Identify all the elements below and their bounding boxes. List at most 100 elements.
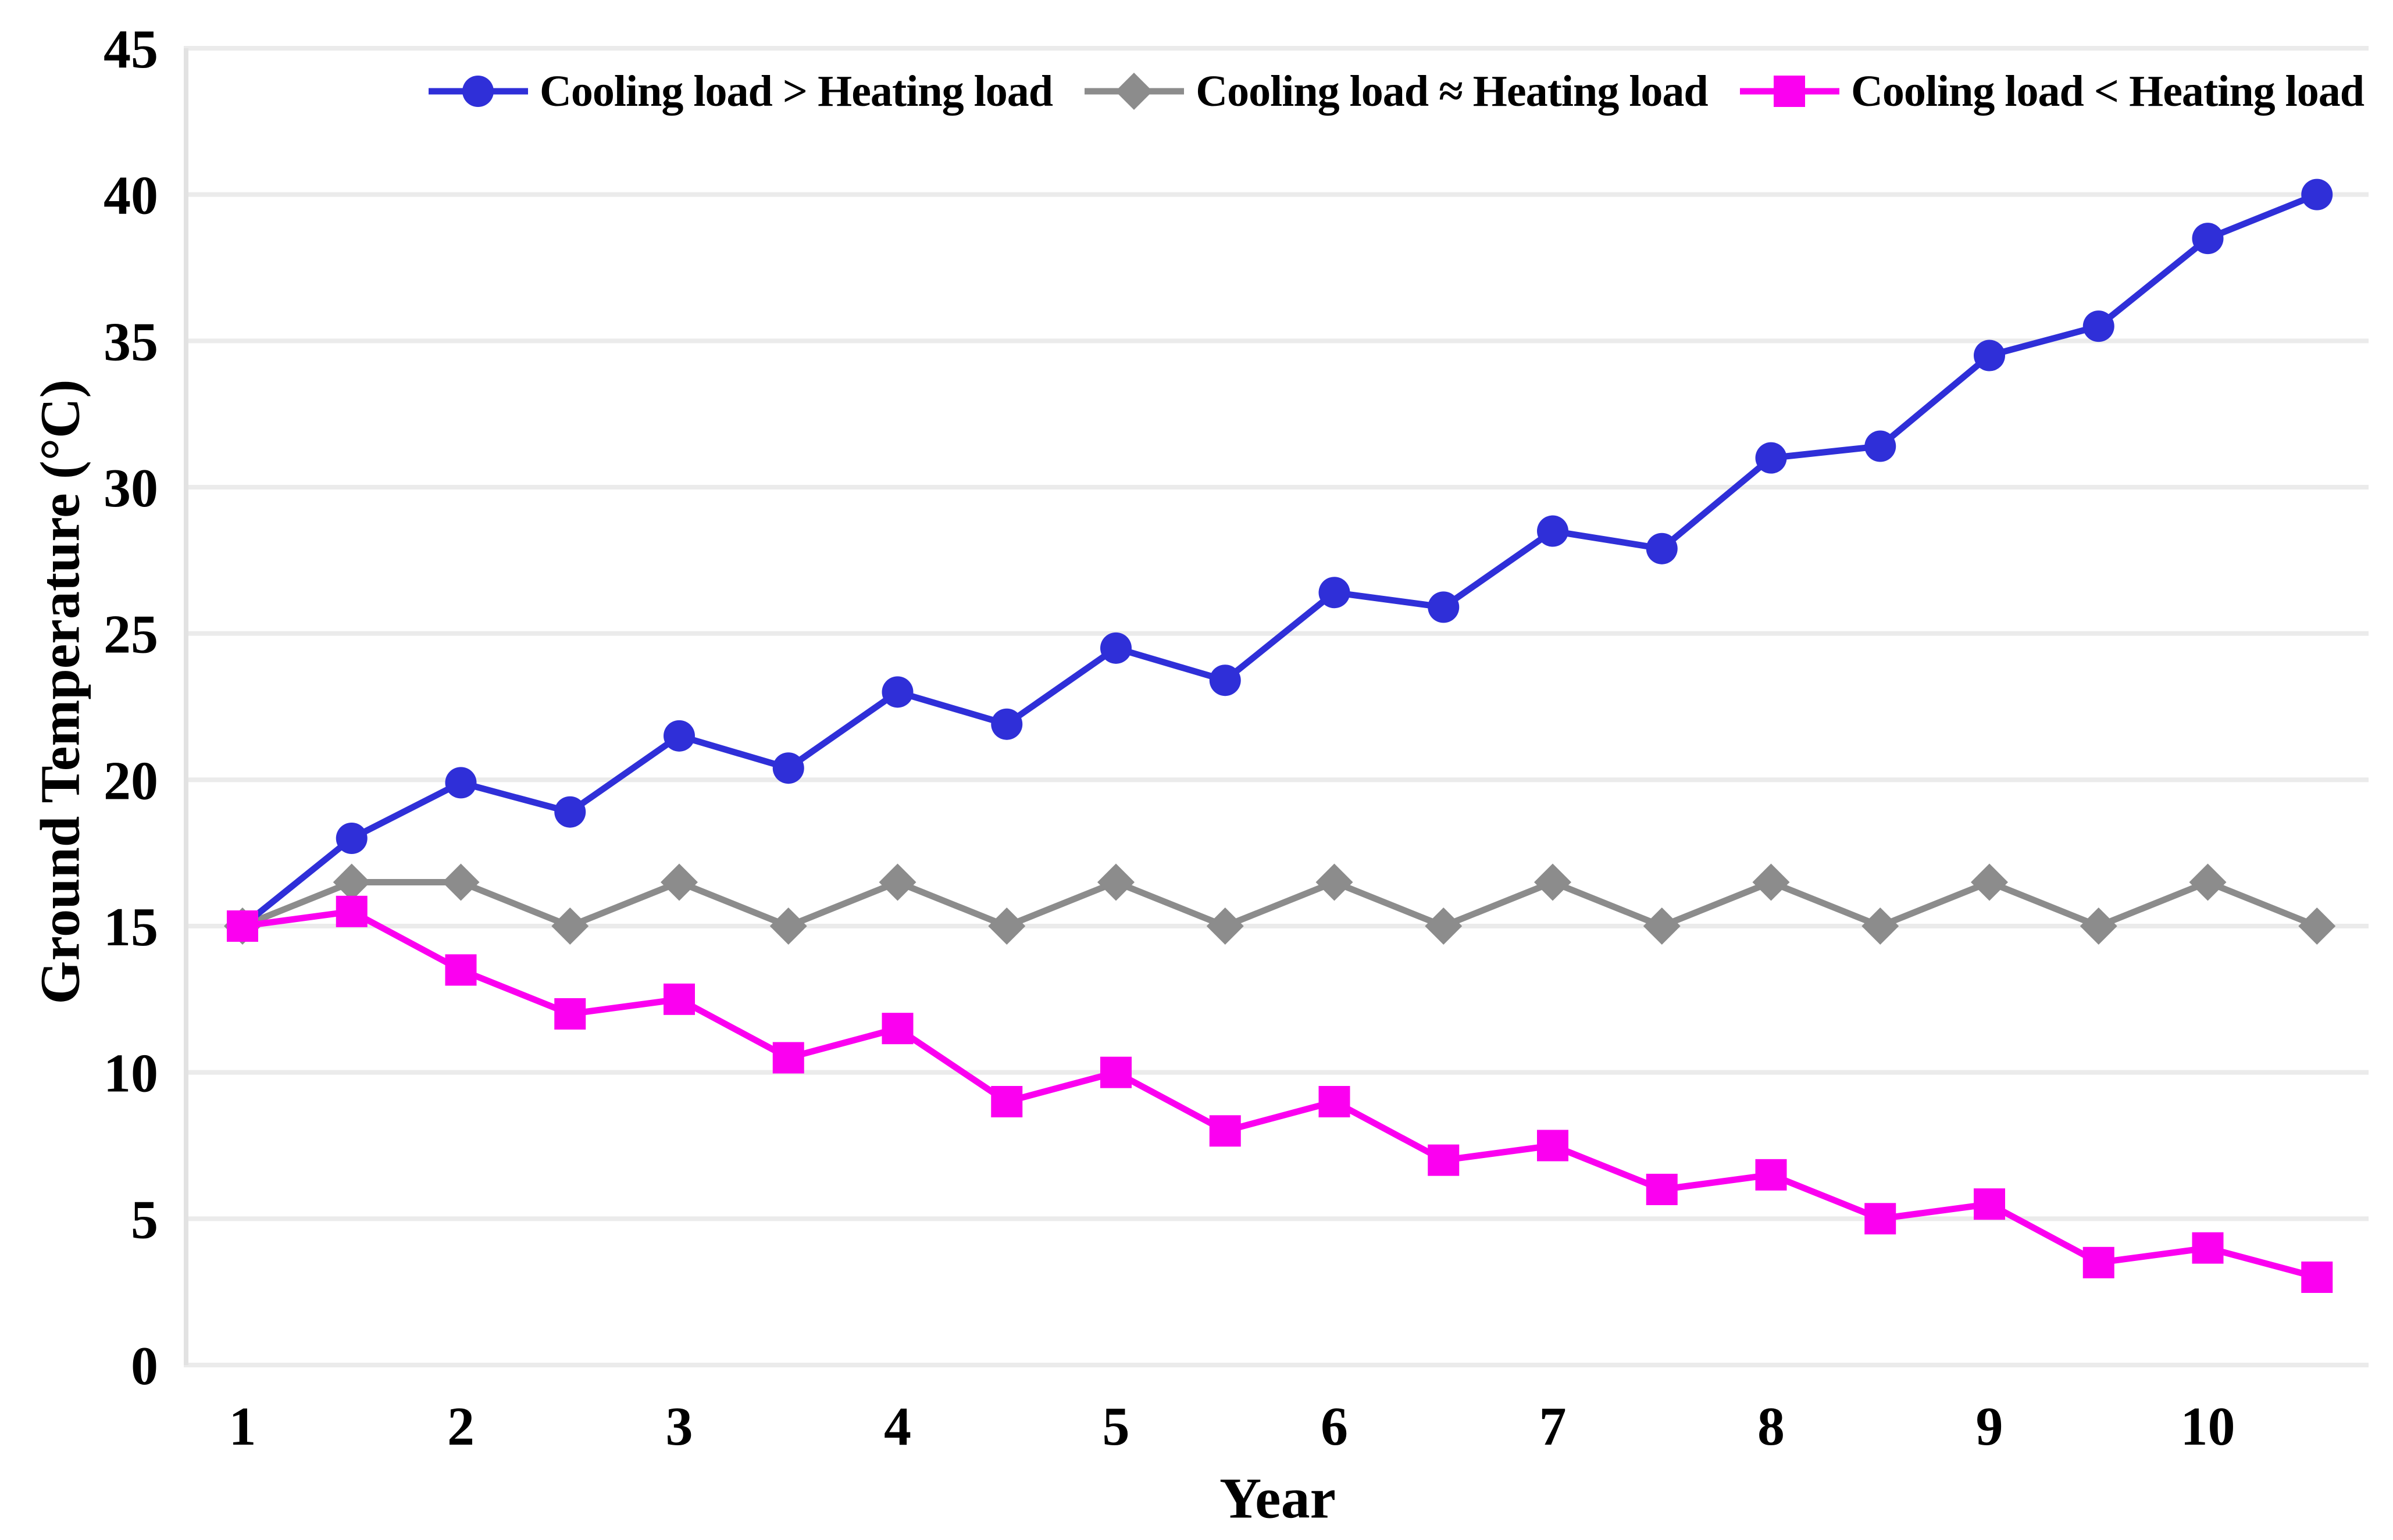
data-point-marker (1864, 430, 1896, 462)
data-point-marker (551, 907, 589, 945)
gridlines (184, 46, 2369, 1367)
data-point-marker (879, 863, 916, 901)
data-point-marker (1755, 442, 1787, 474)
x-tick-label: 9 (1976, 1396, 2003, 1457)
data-point-marker (1861, 907, 1899, 945)
data-point-marker (1537, 1130, 1568, 1162)
y-tick-label: 5 (131, 1189, 158, 1250)
data-point-marker (772, 1042, 804, 1074)
data-point-marker (1318, 1086, 1350, 1118)
data-point-marker (772, 752, 804, 784)
series-2 (227, 895, 2333, 1294)
data-point-marker (1209, 664, 1241, 696)
legend-label: Cooling load > Heating load (540, 66, 1053, 116)
data-point-marker (1755, 1159, 1787, 1191)
data-point-marker (2192, 223, 2224, 255)
data-point-marker (1428, 1144, 1460, 1176)
x-tick-label: 10 (2181, 1396, 2235, 1457)
legend: Cooling load > Heating load Cooling load… (427, 53, 2365, 129)
data-point-marker (1428, 591, 1460, 623)
x-tick-label: 1 (229, 1396, 256, 1457)
x-tick-label: 8 (1757, 1396, 1785, 1457)
y-tick-label: 40 (104, 166, 158, 226)
data-point-marker (1100, 1056, 1132, 1088)
x-tick-labels: 1 2 3 4 5 6 7 8 9 10 (229, 1396, 2235, 1457)
data-point-marker (988, 907, 1026, 945)
x-tick-label: 2 (447, 1396, 475, 1457)
data-point-marker (991, 1086, 1023, 1118)
y-tick-label: 20 (104, 751, 158, 811)
legend-label: Cooling load < Heating load (1851, 66, 2365, 116)
y-tick-label: 0 (131, 1336, 158, 1396)
data-point-marker (661, 863, 698, 901)
data-point-marker (2080, 907, 2117, 945)
data-point-marker (554, 796, 586, 828)
data-point-marker (1537, 515, 1568, 547)
data-point-marker (1646, 533, 1678, 564)
legend-item: Cooling load ≈ Heating load (1083, 66, 1709, 117)
data-point-marker (1425, 907, 1463, 945)
diamond-marker-icon (1115, 73, 1153, 110)
data-point-marker (1209, 1115, 1241, 1147)
data-point-marker (769, 907, 807, 945)
series-marker-icon (429, 76, 528, 107)
x-tick-label: 3 (666, 1396, 693, 1457)
data-point-marker (2298, 907, 2336, 945)
y-tick-label: 35 (104, 312, 158, 372)
data-point-marker (442, 863, 480, 901)
x-tick-label: 6 (1321, 1396, 1348, 1457)
data-point-marker (2192, 1232, 2224, 1264)
x-tick-label: 4 (884, 1396, 911, 1457)
data-point-marker (882, 676, 914, 708)
data-point-marker (1974, 1188, 2005, 1220)
data-point-marker (2301, 178, 2333, 210)
series-line (239, 191, 2320, 930)
y-tick-label: 25 (104, 605, 158, 665)
data-point-marker (333, 863, 370, 901)
y-tick-labels: 0 5 10 15 20 25 30 35 40 45 (104, 19, 158, 1396)
circle-marker-icon (462, 76, 494, 107)
data-point-marker (1646, 1174, 1678, 1206)
data-point-marker (2301, 1262, 2333, 1294)
legend-item: Cooling load < Heating load (1739, 66, 2365, 117)
data-point-marker (1315, 863, 1353, 901)
series-1 (224, 863, 2336, 945)
y-tick-label: 45 (104, 19, 158, 80)
x-axis-title: Year (1219, 1466, 1336, 1531)
series-line (239, 908, 2320, 1281)
data-point-marker (1097, 863, 1135, 901)
data-point-marker (882, 1013, 914, 1045)
square-marker-icon (1774, 76, 1805, 107)
data-point-marker (227, 910, 258, 942)
data-point-marker (2082, 1246, 2114, 1278)
data-point-marker (336, 895, 368, 927)
data-point-marker (1752, 863, 1790, 901)
data-point-marker (336, 823, 368, 855)
data-point-marker (554, 998, 586, 1030)
data-point-marker (991, 708, 1023, 740)
legend-label: Cooling load ≈ Heating load (1196, 66, 1708, 116)
data-point-marker (1974, 340, 2005, 371)
y-tick-label: 10 (104, 1044, 158, 1104)
data-point-marker (2189, 863, 2227, 901)
data-point-marker (664, 983, 695, 1015)
y-tick-label: 15 (104, 897, 158, 957)
data-point-marker (1534, 863, 1571, 901)
series-marker-icon (1740, 76, 1839, 107)
data-point-marker (664, 720, 695, 752)
data-point-marker (1206, 907, 1244, 945)
data-point-marker (1318, 577, 1350, 609)
legend-item: Cooling load > Heating load (427, 66, 1053, 117)
data-point-marker (1864, 1203, 1896, 1235)
x-tick-label: 5 (1103, 1396, 1130, 1457)
data-point-marker (1100, 632, 1132, 664)
y-axis-title: Ground Temperature (°C) (28, 379, 91, 1005)
data-point-marker (1971, 863, 2008, 901)
data-point-marker (1643, 907, 1681, 945)
data-point-marker (445, 767, 477, 799)
series-marker-icon (1085, 73, 1185, 110)
data-point-marker (445, 954, 477, 986)
series-0 (227, 178, 2333, 942)
